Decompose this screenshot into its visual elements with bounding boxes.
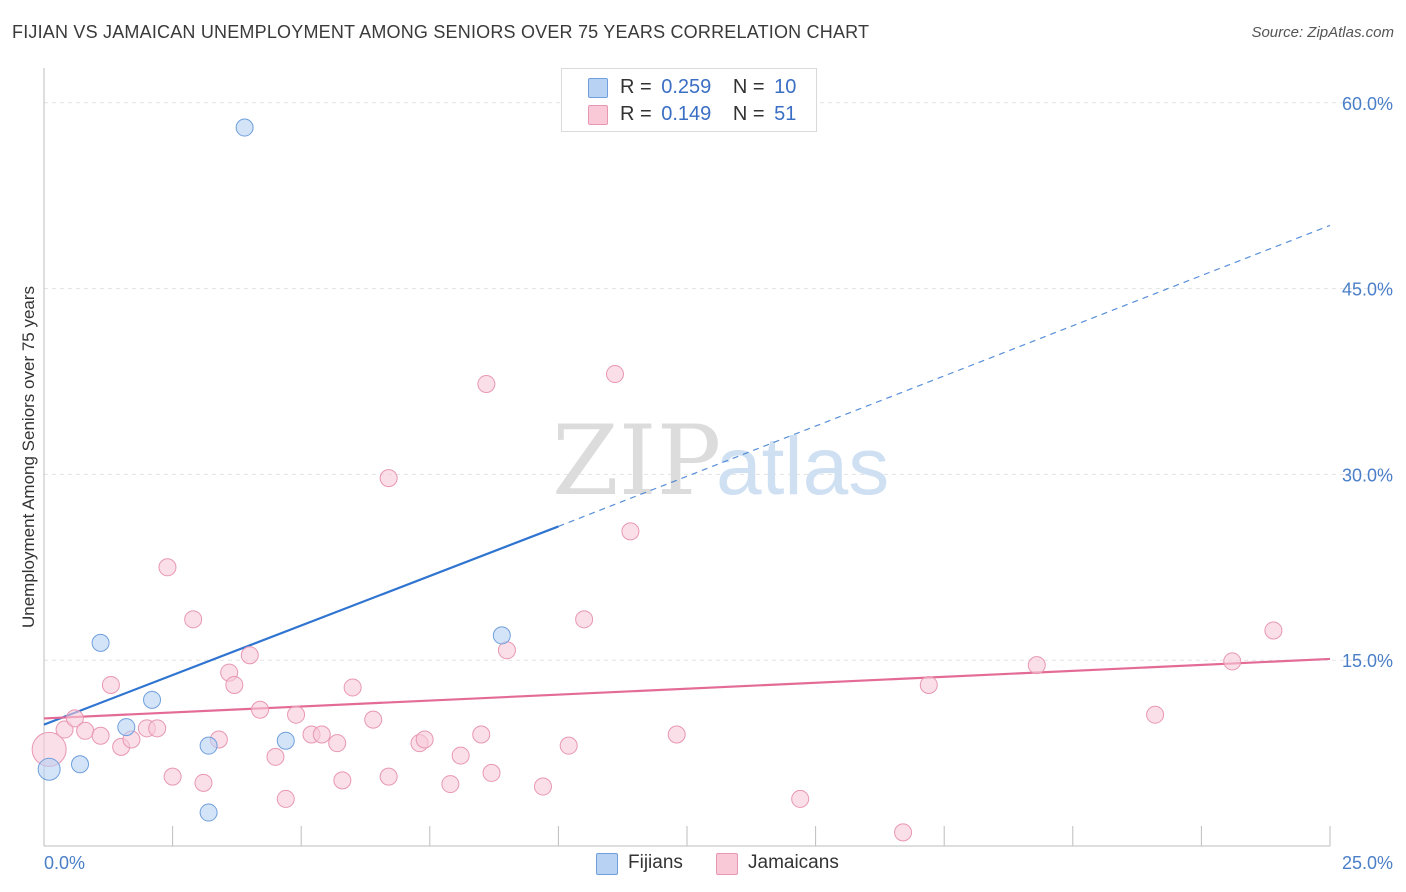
jamaican-point: [791, 789, 810, 808]
source-label: Source: ZipAtlas.com: [1251, 24, 1394, 41]
fijian-point: [117, 718, 136, 737]
fijian-point: [91, 633, 110, 652]
legend-n-label: N =: [732, 76, 765, 98]
fijians-trend-extension: [558, 224, 1331, 527]
jamaican-point: [415, 730, 434, 749]
y-tick-label: 15.0%: [1342, 651, 1393, 671]
chart-title: FIJIAN VS JAMAICAN UNEMPLOYMENT AMONG SE…: [12, 22, 870, 42]
fijian-point: [199, 736, 218, 755]
jamaican-point: [667, 725, 686, 744]
jamaican-point: [158, 558, 177, 577]
legend-r-label: R =: [620, 103, 652, 125]
jamaicans-n-value: 51: [774, 103, 797, 125]
jamaican-point: [328, 734, 347, 753]
jamaican-point: [894, 823, 913, 842]
jamaican-point: [1146, 705, 1165, 724]
jamaican-point: [379, 767, 398, 786]
jamaican-point: [76, 721, 95, 740]
fijian-point: [276, 731, 295, 750]
jamaican-point: [55, 720, 74, 739]
jamaican-point: [266, 747, 285, 766]
axes: [43, 68, 1331, 847]
fijians-n-value: 10: [774, 76, 797, 98]
jamaican-point: [225, 675, 244, 694]
jamaican-point: [91, 726, 110, 745]
jamaican-point: [343, 678, 362, 697]
stats-legend: R = 0.259 N = 10 R = 0.149 N = 51: [561, 68, 817, 132]
jamaican-point: [101, 675, 120, 694]
y-tick-label: 60.0%: [1342, 94, 1393, 114]
jamaican-point: [472, 725, 491, 744]
jamaican-point: [533, 777, 552, 796]
jamaican-point: [1223, 652, 1242, 671]
watermark-zip: ZIP: [552, 405, 721, 517]
jamaican-point: [621, 522, 640, 541]
jamaican-point: [1027, 656, 1046, 675]
fijians-trend-line: [43, 525, 559, 726]
fijians-r-value: 0.259: [661, 76, 712, 98]
jamaican-point: [364, 710, 383, 729]
jamaican-point: [251, 700, 270, 719]
jamaican-point: [65, 709, 84, 728]
jamaican-point: [379, 469, 398, 488]
y-tick-label: 30.0%: [1342, 465, 1393, 485]
jamaican-point: [482, 763, 501, 782]
jamaican-point: [312, 725, 331, 744]
y-tick-label: 45.0%: [1342, 280, 1393, 300]
fijian-point: [143, 690, 162, 709]
jamaican-point: [575, 610, 594, 629]
jamaican-point: [441, 775, 460, 794]
jamaican-point: [559, 736, 578, 755]
jamaican-point: [451, 746, 470, 765]
jamaican-point: [1264, 621, 1283, 640]
jamaican-point: [605, 365, 624, 384]
jamaicans-legend-label: Jamaicans: [748, 852, 839, 873]
fijian-point: [71, 755, 90, 774]
jamaican-point: [184, 610, 203, 629]
watermark-atlas: atlas: [716, 421, 889, 512]
fijians-swatch: [588, 78, 608, 98]
jamaican-point: [240, 646, 259, 665]
gridlines: [44, 102, 1393, 661]
fijian-point: [492, 626, 511, 645]
jamaican-point: [163, 767, 182, 786]
watermark: ZIP atlas: [552, 405, 889, 517]
jamaican-point: [194, 773, 213, 792]
legend-n-label: N =: [732, 103, 765, 125]
jamaican-point: [477, 374, 496, 393]
fijian-point: [37, 757, 61, 781]
fijians-legend-swatch: [596, 853, 618, 875]
data-points: [31, 118, 1283, 842]
x-tick-label-max: 25.0%: [1342, 853, 1393, 873]
jamaicans-legend-swatch: [716, 853, 738, 875]
x-tick-label-min: 0.0%: [44, 853, 85, 873]
jamaican-point: [276, 789, 295, 808]
jamaicans-r-value: 0.149: [661, 103, 712, 125]
legend-r-label: R =: [620, 76, 652, 98]
fijian-point: [235, 118, 254, 137]
y-tick-labels: 15.0% 30.0% 45.0% 60.0%: [1342, 94, 1393, 671]
jamaican-point: [287, 705, 306, 724]
jamaican-point: [333, 771, 352, 790]
y-axis-label: Unemployment Among Seniors over 75 years: [19, 286, 38, 628]
fijians-legend-label: Fijians: [628, 852, 683, 873]
jamaican-point: [148, 719, 167, 738]
jamaican-point: [919, 675, 938, 694]
jamaicans-swatch: [588, 105, 608, 125]
fijian-point: [199, 803, 218, 822]
